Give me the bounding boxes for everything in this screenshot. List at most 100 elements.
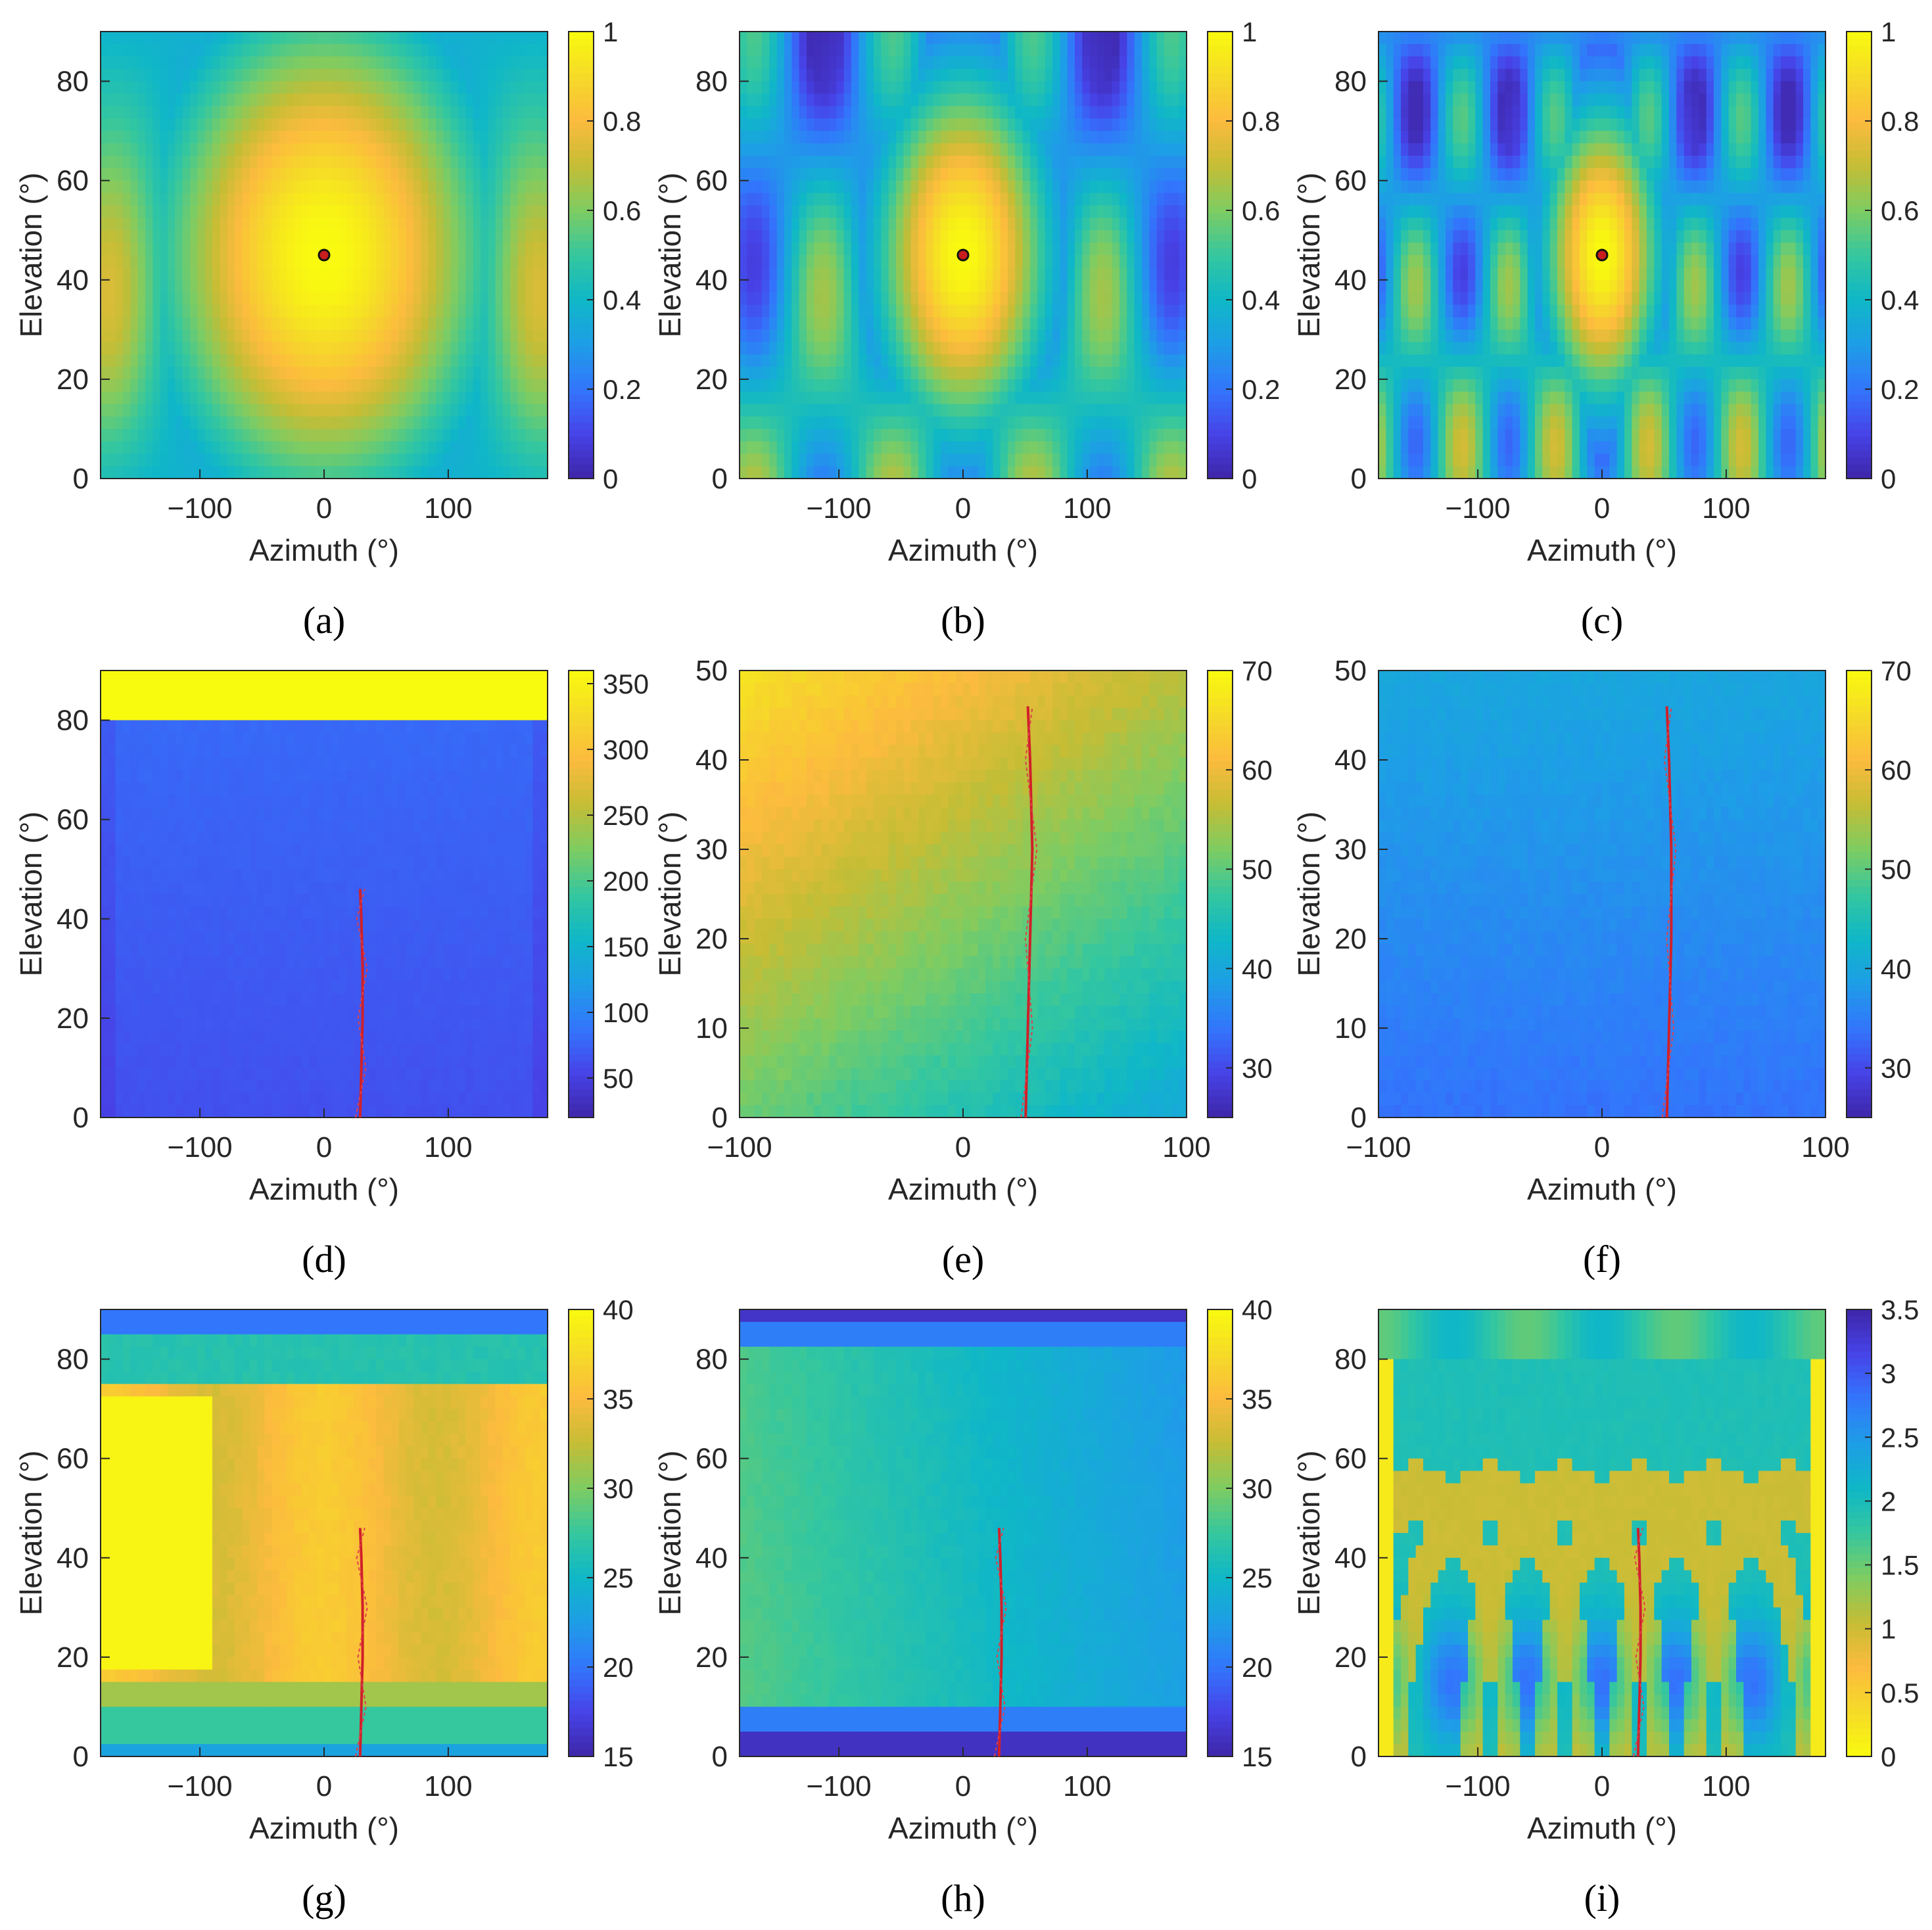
colorbar-tick-label: 1	[1881, 1614, 1896, 1645]
colorbar-tick-label: 2.5	[1881, 1422, 1919, 1453]
heatmap-d	[101, 671, 548, 1118]
ytick-label: 40	[57, 264, 89, 296]
colorbar-tick-label: 50	[1242, 854, 1273, 885]
heatmap-f	[1378, 671, 1826, 1118]
colorbar-g: 15 20 25 30 35 40	[568, 1294, 634, 1772]
ytick-label: 30	[695, 834, 728, 866]
panel-b: −100 0 100 0 20 40 60 80 Azimuth (°) Elevation (°…	[653, 16, 1280, 642]
colorbar-tick-label: 30	[603, 1473, 634, 1504]
colorbar-tick-label: 350	[603, 669, 649, 699]
xtick-label: 0	[955, 1131, 971, 1164]
trajectory-track-estimate	[1020, 706, 1038, 1118]
xtick-label: 0	[316, 1770, 332, 1802]
colorbar-tick-label: 0.8	[1242, 106, 1280, 137]
ytick-label: 10	[695, 1012, 728, 1045]
y-axis-label: Elevation (°)	[653, 1450, 687, 1615]
xtick-label: 100	[1063, 492, 1111, 525]
colorbar-i: 0 0.5 1 1.5 2 2.5 3 3.5	[1846, 1294, 1919, 1772]
xtick-label: 0	[1594, 1770, 1610, 1802]
colorbar-tick-label: 0	[1242, 463, 1257, 494]
xtick-label: −100	[168, 492, 233, 525]
colorbar-tick-label: 0.6	[1881, 195, 1919, 226]
ytick-label: 60	[57, 165, 89, 197]
beam-direction-marker	[1595, 248, 1609, 262]
colorbar-tick-label: 15	[1242, 1741, 1273, 1772]
colorbar-tick-label: 0.4	[603, 285, 641, 316]
colorbar-tick-label: 3.5	[1881, 1294, 1919, 1325]
colorbar-tick-label: 0.8	[1881, 106, 1919, 137]
panel-caption: (g)	[302, 1877, 346, 1919]
ytick-label: 20	[1334, 923, 1367, 955]
colorbar-tick-label: 0.5	[1881, 1678, 1919, 1708]
x-axis-label: Azimuth (°)	[249, 1811, 399, 1845]
colorbar-f: 30 40 50 60 70	[1846, 655, 1912, 1118]
heatmap-h	[740, 1309, 1187, 1757]
colorbar-tick-label: 0.6	[1242, 195, 1280, 226]
trajectory-track-estimate	[354, 1528, 368, 1757]
colorbar-tick-label: 25	[1242, 1563, 1273, 1593]
panel-g: −100 0 100 0 20 40 60 80 Azimuth (°) Elevation (°…	[14, 1294, 634, 1919]
xtick-label: 100	[424, 1131, 472, 1164]
colorbar-tick-label: 30	[1242, 1473, 1273, 1504]
xtick-label: 0	[955, 492, 971, 525]
heatmap-a	[101, 32, 548, 479]
xtick-label: −100	[1446, 492, 1511, 525]
ytick-label: 80	[695, 66, 728, 98]
ytick-label: 40	[57, 1542, 89, 1574]
y-axis-label: Elevation (°)	[1292, 811, 1326, 976]
heatmap-e	[740, 671, 1187, 1118]
ytick-label: 60	[1334, 165, 1367, 197]
ytick-label: 40	[1334, 1542, 1367, 1574]
colorbar-tick-label: 20	[1242, 1652, 1273, 1683]
colorbar-tick-label: 1	[1242, 16, 1257, 47]
ytick-label: 60	[695, 1443, 728, 1475]
heatmap-b	[740, 32, 1187, 479]
panel-caption: (d)	[302, 1238, 346, 1281]
colorbar-tick-label: 60	[1242, 755, 1273, 786]
colorbar-tick-label: 20	[603, 1652, 634, 1683]
colorbar-tick-label: 0	[603, 463, 618, 494]
colorbar-c: 0 0.2 0.4 0.6 0.8 1	[1846, 16, 1919, 494]
ytick-label: 40	[695, 1542, 728, 1574]
ytick-label: 80	[1334, 66, 1367, 98]
ytick-label: 0	[73, 463, 89, 495]
xtick-label: 0	[316, 1131, 332, 1164]
colorbar-tick-label: 35	[603, 1384, 634, 1415]
ytick-label: 80	[57, 705, 89, 737]
colorbar-tick-label: 70	[1881, 655, 1912, 686]
ytick-label: 40	[695, 264, 728, 296]
x-axis-label: Azimuth (°)	[1527, 533, 1677, 567]
panel-h: −100 0 100 0 20 40 60 80 Azimuth (°) Elevation (°…	[653, 1294, 1273, 1919]
colorbar-tick-label: 0.4	[1881, 285, 1919, 316]
xtick-label: 0	[1594, 1131, 1610, 1164]
panel-caption: (a)	[303, 599, 345, 642]
ytick-label: 20	[57, 1002, 89, 1035]
panel-c: −100 0 100 0 20 40 60 80 Azimuth (°) Elevation (°…	[1292, 16, 1919, 642]
panel-caption: (i)	[1584, 1877, 1620, 1919]
ytick-label: 40	[1334, 264, 1367, 296]
beam-direction-marker	[956, 248, 970, 262]
colorbar-tick-label: 0.2	[1881, 374, 1919, 405]
y-axis-label: Elevation (°)	[1292, 1450, 1326, 1615]
ytick-label: 80	[695, 1344, 728, 1376]
ytick-label: 60	[1334, 1443, 1367, 1475]
heatmap-g	[101, 1309, 548, 1757]
panel-caption: (c)	[1581, 599, 1623, 642]
ytick-label: 60	[57, 804, 89, 836]
ytick-label: 30	[1334, 834, 1367, 866]
ytick-label: 20	[695, 1641, 728, 1674]
trajectory-track-estimate	[993, 1528, 1007, 1757]
x-axis-label: Azimuth (°)	[888, 533, 1038, 567]
ytick-label: 60	[695, 165, 728, 197]
ytick-label: 20	[1334, 1641, 1367, 1674]
ytick-label: 50	[695, 655, 728, 687]
colorbar-tick-label: 40	[1881, 953, 1912, 984]
panel-caption: (f)	[1583, 1238, 1621, 1281]
panel-caption: (b)	[941, 599, 985, 642]
ytick-label: 0	[712, 1102, 728, 1134]
